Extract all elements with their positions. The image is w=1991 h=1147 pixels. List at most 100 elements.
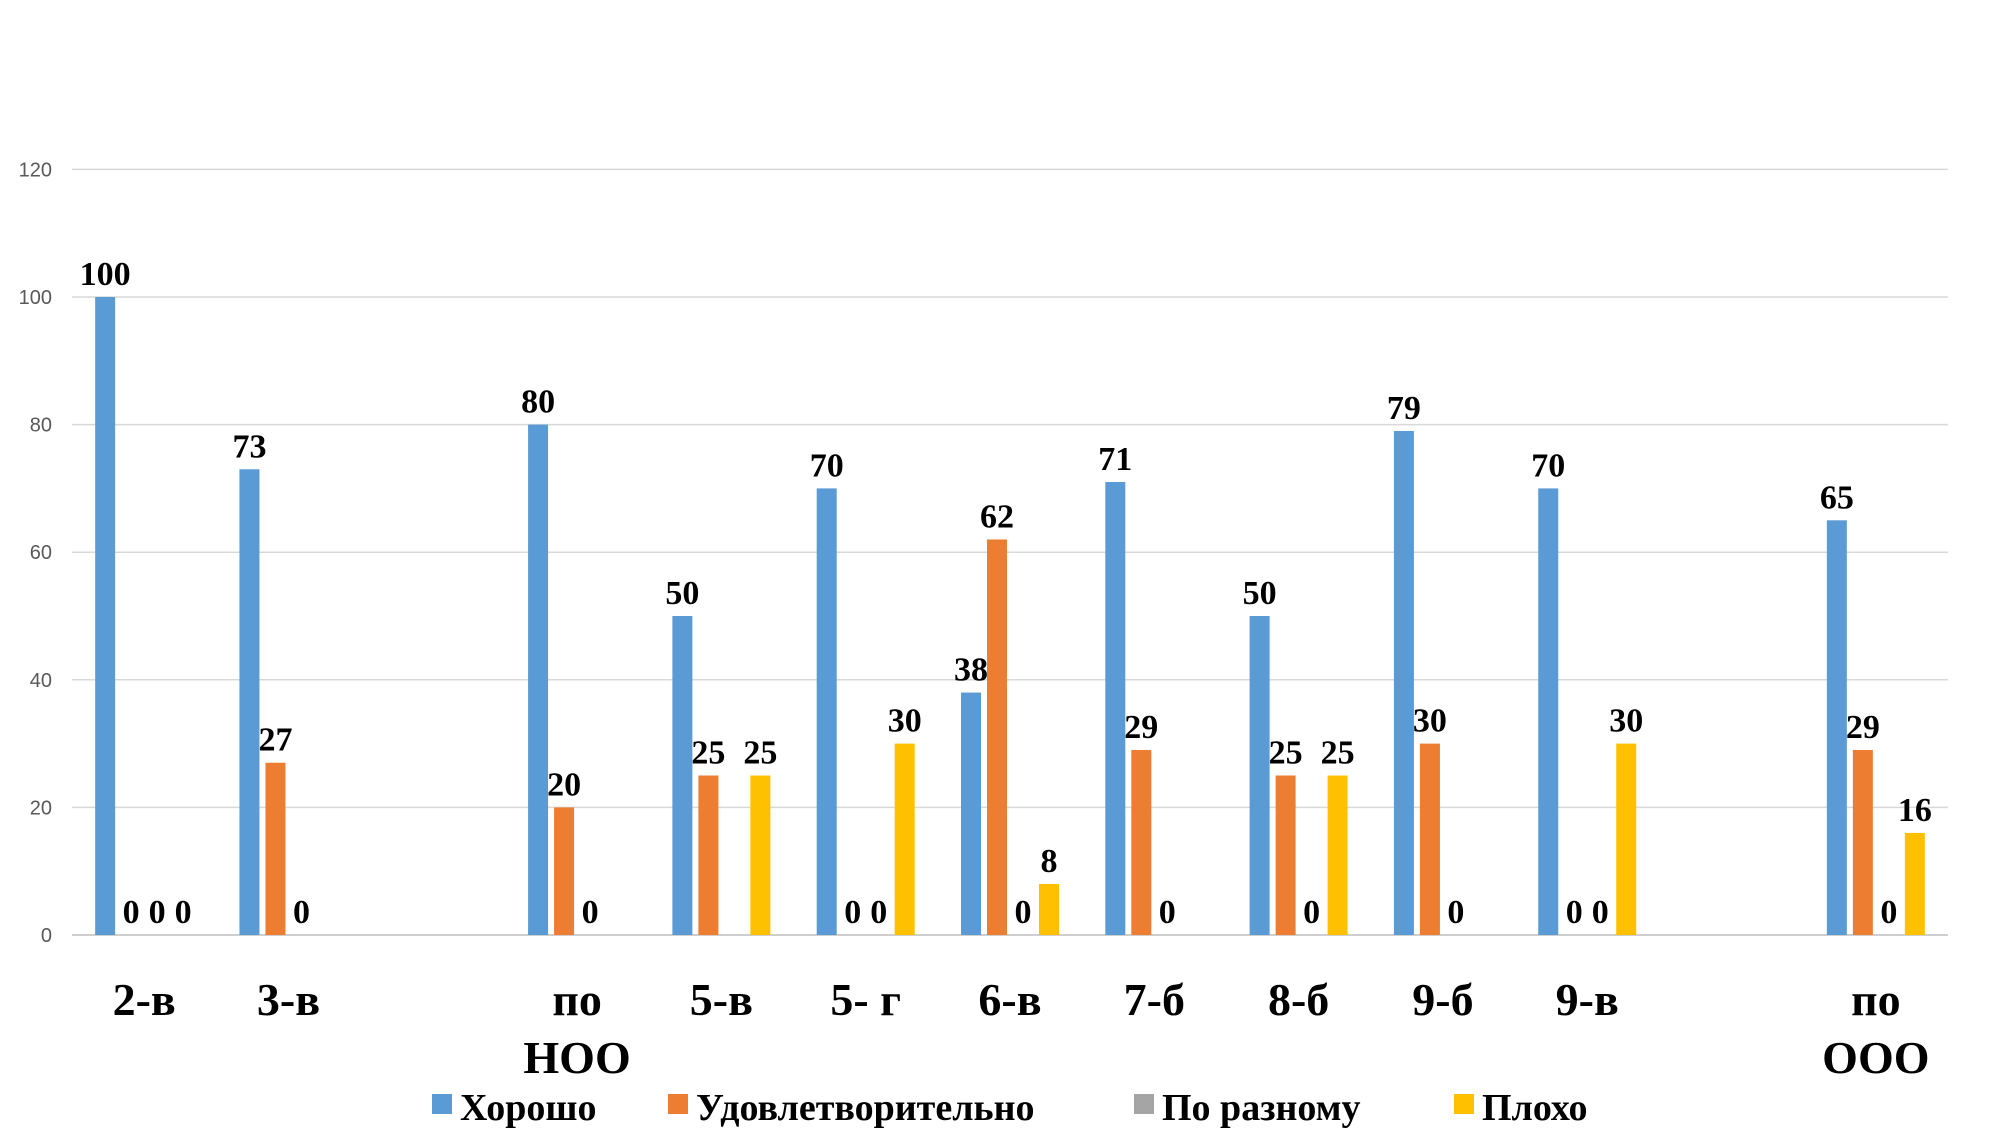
bar-1-11 — [1538, 488, 1558, 935]
bar-4-9 — [1328, 776, 1348, 936]
bar-1-8 — [1105, 482, 1125, 935]
x-tick-label: 9-б — [1412, 974, 1473, 1025]
x-tick-label: 3-в — [257, 974, 320, 1025]
legend-item: По разному — [1134, 1087, 1361, 1129]
y-tick-label: 0 — [41, 925, 52, 947]
y-axis-ticks: 0 20 40 60 80 100 120 — [19, 159, 52, 947]
bar-2-4 — [554, 807, 574, 935]
y-tick-label: 120 — [19, 159, 52, 181]
bar-4-7 — [1039, 884, 1059, 935]
data-label: 25 — [743, 735, 777, 772]
data-label: 30 — [888, 703, 922, 740]
bar-2-8 — [1131, 750, 1151, 935]
data-label: 50 — [1243, 575, 1277, 612]
bar-4-11 — [1616, 744, 1636, 935]
data-label: 30 — [1609, 703, 1643, 740]
y-tick-label: 40 — [30, 670, 52, 692]
x-tick-label: 5-в — [690, 974, 753, 1025]
bars — [95, 297, 1925, 935]
data-label: 27 — [258, 722, 292, 759]
bar-1-1 — [95, 297, 115, 935]
data-label: 71 — [1098, 441, 1132, 478]
bar-1-9 — [1250, 616, 1270, 935]
legend-label: Хорошо — [460, 1087, 597, 1129]
data-label: 38 — [954, 652, 988, 689]
x-tick-label: по ООО — [1822, 974, 1929, 1083]
bar-2-2 — [265, 763, 285, 935]
data-label: 0 — [293, 894, 310, 931]
x-tick-label: 5- г — [830, 974, 901, 1025]
bar-2-13 — [1853, 750, 1873, 935]
data-label: 0 — [1592, 894, 1609, 931]
data-label: 62 — [980, 498, 1014, 535]
data-label: 79 — [1387, 390, 1421, 427]
data-label: 0 — [844, 894, 861, 931]
data-label: 0 — [1880, 894, 1897, 931]
legend-swatch — [1134, 1094, 1154, 1114]
legend: Хорошо Удовлетворительно По разному Плохо — [432, 1087, 1587, 1129]
data-label: 0 — [582, 894, 599, 931]
bar-1-6 — [817, 488, 837, 935]
data-label: 100 — [80, 256, 131, 293]
data-label: 0 — [123, 894, 140, 931]
bar-2-10 — [1420, 744, 1440, 935]
bar-2-9 — [1276, 776, 1296, 936]
data-label: 0 — [149, 894, 166, 931]
data-label: 29 — [1124, 709, 1158, 746]
legend-item: Удовлетворительно — [668, 1087, 1035, 1129]
data-label: 25 — [1321, 735, 1355, 772]
data-label: 30 — [1413, 703, 1447, 740]
data-label: 0 — [1566, 894, 1583, 931]
legend-swatch — [668, 1094, 688, 1114]
data-label: 16 — [1898, 792, 1932, 829]
data-label: 25 — [1269, 735, 1303, 772]
x-tick-label: 2-в — [113, 974, 176, 1025]
x-tick-label: 8-б — [1268, 974, 1329, 1025]
data-label: 8 — [1041, 843, 1058, 880]
data-label: 70 — [810, 447, 844, 484]
legend-label: Удовлетворительно — [696, 1087, 1035, 1129]
bar-4-13 — [1905, 833, 1925, 935]
bar-4-5 — [750, 776, 770, 936]
bar-1-2 — [239, 469, 259, 935]
x-tick-label: 9-в — [1556, 974, 1619, 1025]
data-label: 0 — [1159, 894, 1176, 931]
legend-swatch — [1454, 1094, 1474, 1114]
data-label: 0 — [1303, 894, 1320, 931]
gridlines — [72, 169, 1948, 807]
bar-1-13 — [1827, 520, 1847, 935]
bar-1-4 — [528, 425, 548, 935]
bar-2-5 — [698, 776, 718, 936]
data-label: 20 — [547, 766, 581, 803]
bar-1-10 — [1394, 431, 1414, 935]
data-label: 0 — [175, 894, 192, 931]
data-label: 73 — [232, 428, 266, 465]
y-tick-label: 20 — [30, 797, 52, 819]
data-label: 0 — [1447, 894, 1464, 931]
legend-label: Плохо — [1482, 1087, 1587, 1129]
y-tick-label: 60 — [30, 542, 52, 564]
data-label: 70 — [1531, 447, 1565, 484]
data-label: 80 — [521, 384, 555, 421]
legend-swatch — [432, 1094, 452, 1114]
bar-4-6 — [895, 744, 915, 935]
legend-item: Хорошо — [432, 1087, 597, 1129]
x-axis-labels: 2-в 3-в по НОО 5-в 5- г 6-в 7-б 8-б 9-б 9-в по ООО — [113, 974, 1930, 1083]
y-tick-label: 80 — [30, 415, 52, 437]
data-label: 25 — [691, 735, 725, 772]
bar-1-5 — [672, 616, 692, 935]
data-label: 65 — [1820, 479, 1854, 516]
legend-label: По разному — [1162, 1087, 1361, 1129]
x-tick-label: 6-в — [978, 974, 1041, 1025]
bar-1-7 — [961, 693, 981, 935]
legend-item: Плохо — [1454, 1087, 1587, 1129]
data-label: 29 — [1846, 709, 1880, 746]
y-tick-label: 100 — [19, 287, 52, 309]
x-tick-label: по НОО — [523, 974, 630, 1083]
x-tick-label: 7-б — [1124, 974, 1185, 1025]
bar-2-7 — [987, 539, 1007, 935]
data-label: 50 — [665, 575, 699, 612]
data-label: 0 — [870, 894, 887, 931]
